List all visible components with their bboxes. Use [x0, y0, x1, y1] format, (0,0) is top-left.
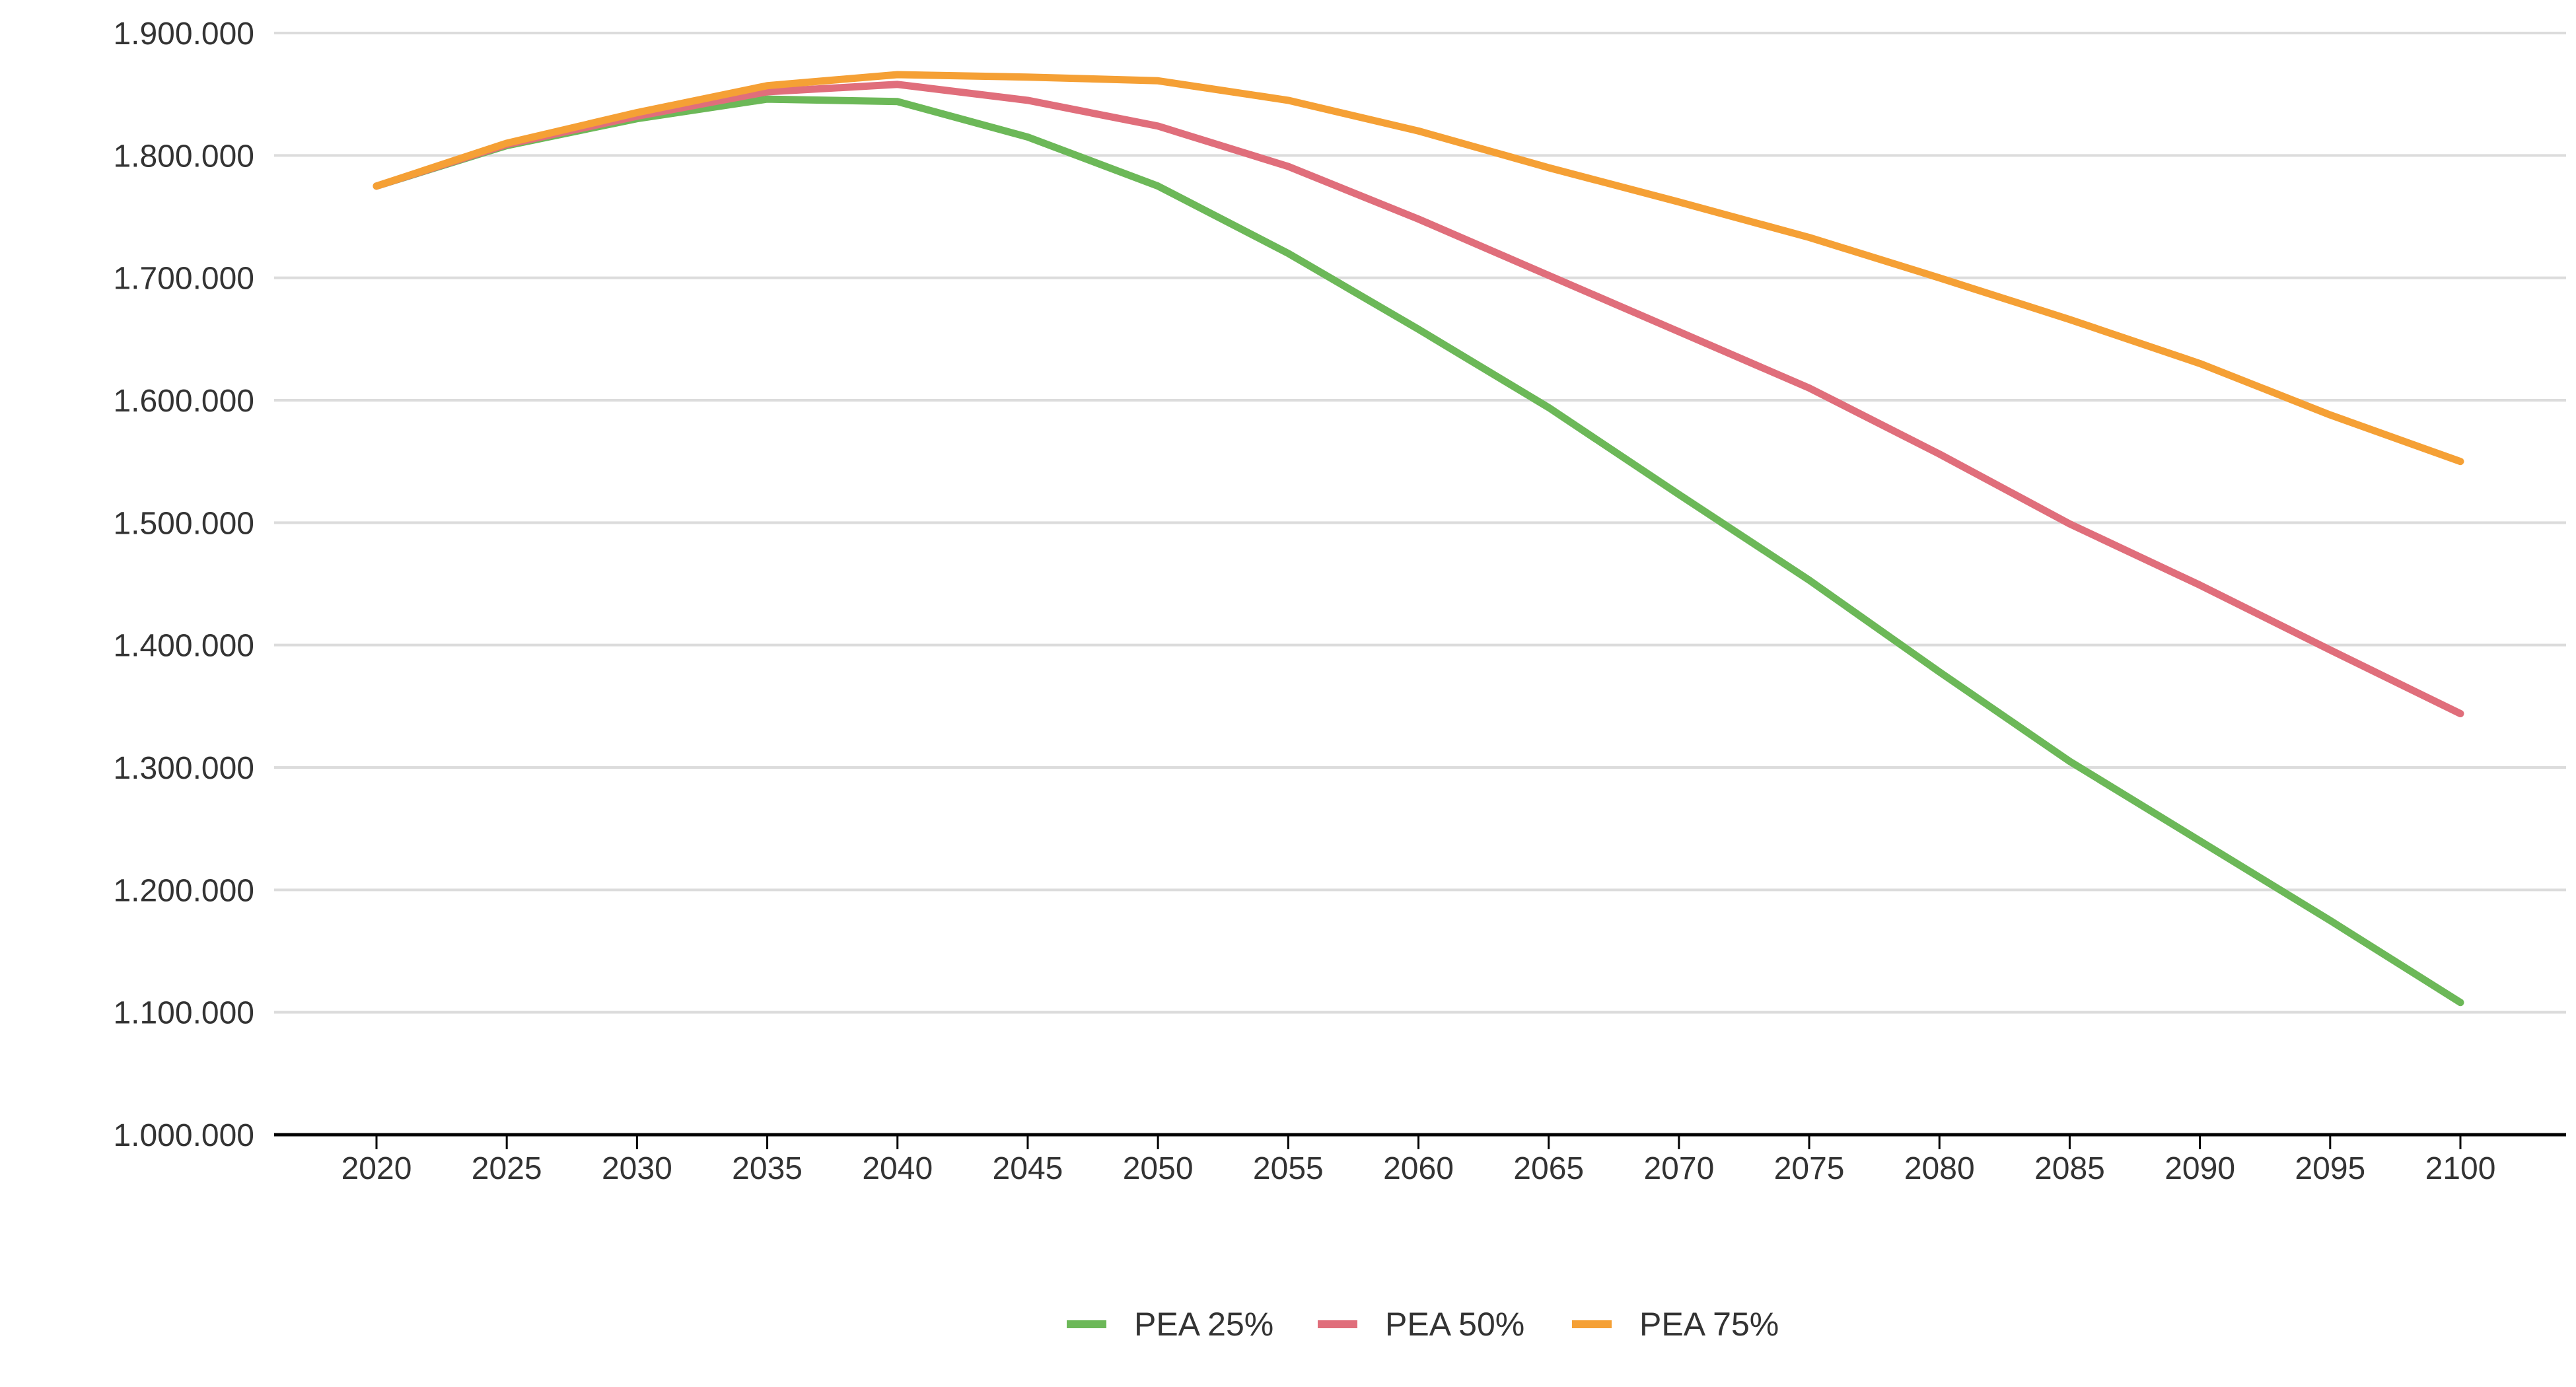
- y-axis: 1.000.000 1.100.000 1.200.000 1.300.000 1.40…: [113, 17, 254, 1153]
- y-tick-label: 1.200.000: [113, 873, 254, 908]
- data-point: [1678, 201, 1680, 203]
- data-point: [1678, 331, 1680, 332]
- data-point: [1027, 137, 1028, 138]
- x-tick-label: 2020: [341, 1151, 412, 1186]
- x-tick-label: 2080: [1904, 1151, 1975, 1186]
- y-tick-label: 1.500.000: [113, 506, 254, 541]
- data-point: [1157, 186, 1159, 187]
- data-point: [1939, 454, 1940, 455]
- data-point: [2069, 761, 2070, 762]
- data-point: [2330, 920, 2331, 921]
- data-point: [2200, 363, 2201, 364]
- legend-item: PEA 25%: [1067, 1306, 1273, 1343]
- data-point: [636, 112, 637, 113]
- data-point: [376, 186, 377, 187]
- data-point: [897, 74, 898, 75]
- data-point: [2330, 649, 2331, 651]
- data-point: [897, 84, 898, 85]
- x-tick-label: 2070: [1643, 1151, 1714, 1186]
- data-point: [1808, 387, 1810, 388]
- series-3: [373, 71, 2464, 466]
- data-point: [1157, 80, 1159, 81]
- gridlines: [274, 32, 2566, 1014]
- x-tick-label: 2040: [862, 1151, 933, 1186]
- series-2: [373, 81, 2464, 717]
- data-point: [506, 143, 507, 144]
- legend-label: PEA 50%: [1385, 1306, 1524, 1343]
- data-point: [1287, 166, 1289, 167]
- data-point: [1808, 237, 1810, 238]
- y-tick-label: 1.000.000: [113, 1118, 254, 1153]
- data-point: [1939, 277, 1940, 279]
- data-point: [2069, 319, 2070, 320]
- series-line: [373, 71, 2464, 466]
- y-tick-label: 1.800.000: [113, 139, 254, 174]
- data-point: [1418, 329, 1419, 330]
- data-point: [1418, 219, 1419, 220]
- x-tick-label: 2035: [732, 1151, 803, 1186]
- x-tick-label: 2075: [1774, 1151, 1845, 1186]
- series-1: [373, 95, 2464, 1007]
- data-point: [1548, 275, 1550, 276]
- x-tick-label: 2085: [2034, 1151, 2105, 1186]
- x-tick-label: 2030: [602, 1151, 672, 1186]
- data-point: [2200, 585, 2201, 586]
- data-point: [1027, 100, 1028, 101]
- data-point: [2200, 840, 2201, 841]
- data-point: [1287, 253, 1289, 254]
- data-point: [1157, 125, 1159, 127]
- data-point: [1939, 671, 1940, 672]
- series-line: [373, 81, 2464, 717]
- x-tick-label: 2045: [993, 1151, 1063, 1186]
- data-point: [2460, 713, 2461, 714]
- data-point: [1287, 100, 1289, 101]
- x-tick-label: 2100: [2425, 1151, 2496, 1186]
- data-point: [767, 85, 768, 87]
- data-point: [897, 101, 898, 102]
- data-point: [1418, 130, 1419, 131]
- x-tick-label: 2025: [472, 1151, 542, 1186]
- y-tick-label: 1.100.000: [113, 996, 254, 1031]
- legend-label: PEA 75%: [1639, 1306, 1779, 1343]
- x-tick-label: 2055: [1253, 1151, 1324, 1186]
- data-point: [2330, 414, 2331, 415]
- x-tick-label: 2050: [1123, 1151, 1194, 1186]
- legend: PEA 25% PEA 50% PEA 75%: [1067, 1306, 1779, 1343]
- x-tick-label: 2060: [1383, 1151, 1454, 1186]
- data-point: [2460, 1002, 2461, 1003]
- x-tick-label: 2090: [2165, 1151, 2235, 1186]
- x-tick-label: 2065: [1513, 1151, 1584, 1186]
- legend-item: PEA 75%: [1572, 1306, 1779, 1343]
- y-tick-label: 1.900.000: [113, 17, 254, 52]
- legend-label: PEA 25%: [1134, 1306, 1273, 1343]
- y-tick-label: 1.700.000: [113, 262, 254, 297]
- x-axis: 2020 2025 2030 2035 2040 2045 2050 2055 2060 2065…: [274, 1133, 2566, 1186]
- data-point: [2069, 523, 2070, 524]
- data-point: [1678, 494, 1680, 495]
- legend-item: PEA 50%: [1318, 1306, 1524, 1343]
- y-tick-label: 1.300.000: [113, 751, 254, 786]
- series-line: [373, 95, 2464, 1007]
- data-point: [1548, 407, 1550, 408]
- series-lines: [373, 71, 2464, 1007]
- x-tick-label: 2095: [2295, 1151, 2365, 1186]
- data-point: [767, 98, 768, 100]
- y-tick-label: 1.600.000: [113, 384, 254, 419]
- data-point: [1548, 167, 1550, 168]
- data-point: [1027, 77, 1028, 78]
- data-point: [2460, 461, 2461, 462]
- data-point: [1808, 579, 1810, 581]
- data-point: [767, 91, 768, 92]
- y-tick-label: 1.400.000: [113, 629, 254, 664]
